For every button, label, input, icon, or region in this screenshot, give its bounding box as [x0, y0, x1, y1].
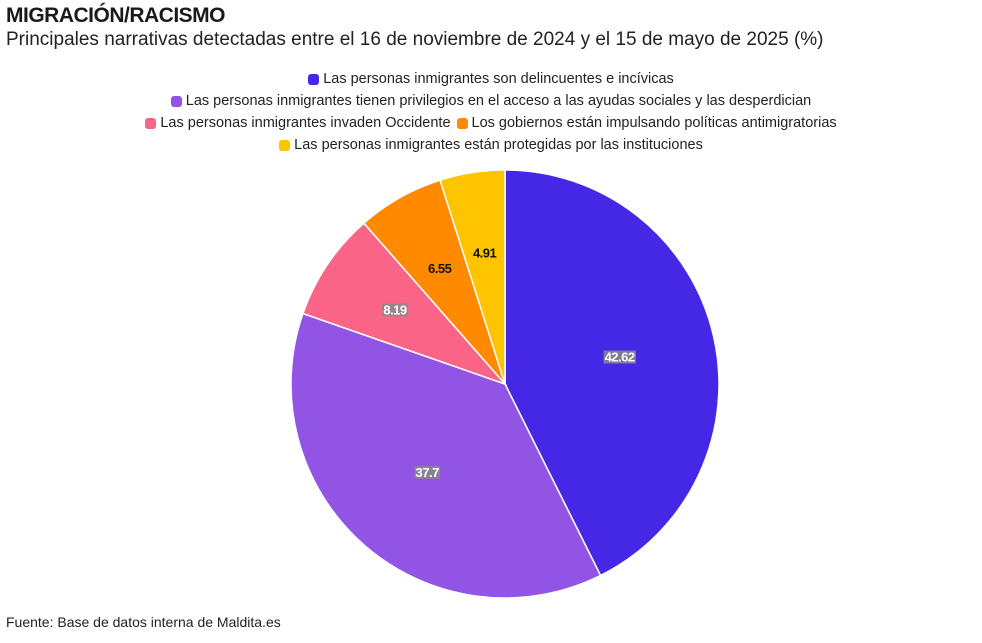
legend-item[interactable]: Las personas inmigrantes tienen privileg…: [170, 93, 812, 109]
slice-label-background: [603, 350, 636, 364]
legend-swatch: [456, 117, 468, 129]
legend-item[interactable]: Las personas inmigrantes invaden Occiden…: [145, 115, 451, 131]
slice-value-text: 37.7: [416, 465, 440, 480]
legend-row: Las personas inmigrantes son delincuente…: [0, 68, 982, 90]
slice-value-label: 6.55: [428, 261, 452, 276]
slice-value-label: 4.91: [473, 245, 497, 260]
pie-slices: [290, 169, 720, 599]
slice-value-label: 42.62: [603, 350, 636, 365]
legend-swatch: [279, 139, 291, 151]
pie-slice[interactable]: [290, 312, 602, 599]
chart-title: MIGRACIÓN/RACISMO: [6, 4, 226, 27]
legend-swatch: [170, 95, 182, 107]
slice-value-text: 8.19: [383, 302, 407, 317]
legend-row: Las personas inmigrantes tienen privileg…: [0, 90, 982, 112]
legend-label: Los gobiernos están impulsando políticas…: [471, 115, 837, 131]
legend-item[interactable]: Los gobiernos están impulsando políticas…: [456, 115, 837, 131]
slice-value-label: 8.19: [382, 302, 408, 317]
legend-row: Las personas inmigrantes están protegida…: [0, 134, 982, 156]
legend-label: Las personas inmigrantes son delincuente…: [323, 71, 674, 87]
pie-labels: 42.62 37.7 8.19 6.55 4.91: [382, 245, 636, 480]
slice-value-text: 42.62: [605, 350, 635, 365]
legend-label: Las personas inmigrantes invaden Occiden…: [160, 115, 451, 131]
slice-value-label: 37.7: [414, 465, 441, 480]
slice-label-background: [414, 465, 441, 479]
chart-subtitle: Principales narrativas detectadas entre …: [6, 29, 824, 50]
pie-slice[interactable]: [439, 169, 506, 385]
legend-label: Las personas inmigrantes tienen privileg…: [185, 93, 812, 109]
slice-value-text: 6.55: [428, 261, 452, 276]
slice-value-text: 4.91: [473, 245, 497, 260]
pie-slice[interactable]: [504, 169, 720, 577]
legend-swatch: [145, 117, 157, 129]
legend-swatch: [308, 73, 320, 85]
legend-label: Las personas inmigrantes están protegida…: [294, 137, 703, 153]
legend-item[interactable]: Las personas inmigrantes están protegida…: [279, 137, 703, 153]
source-note: Fuente: Base de datos interna de Maldita…: [6, 614, 281, 630]
slice-label-background: [382, 303, 408, 317]
legend-item[interactable]: Las personas inmigrantes son delincuente…: [308, 71, 674, 87]
legend-row: Las personas inmigrantes invaden Occiden…: [0, 112, 982, 134]
chart-legend: Las personas inmigrantes son delincuente…: [0, 68, 982, 156]
